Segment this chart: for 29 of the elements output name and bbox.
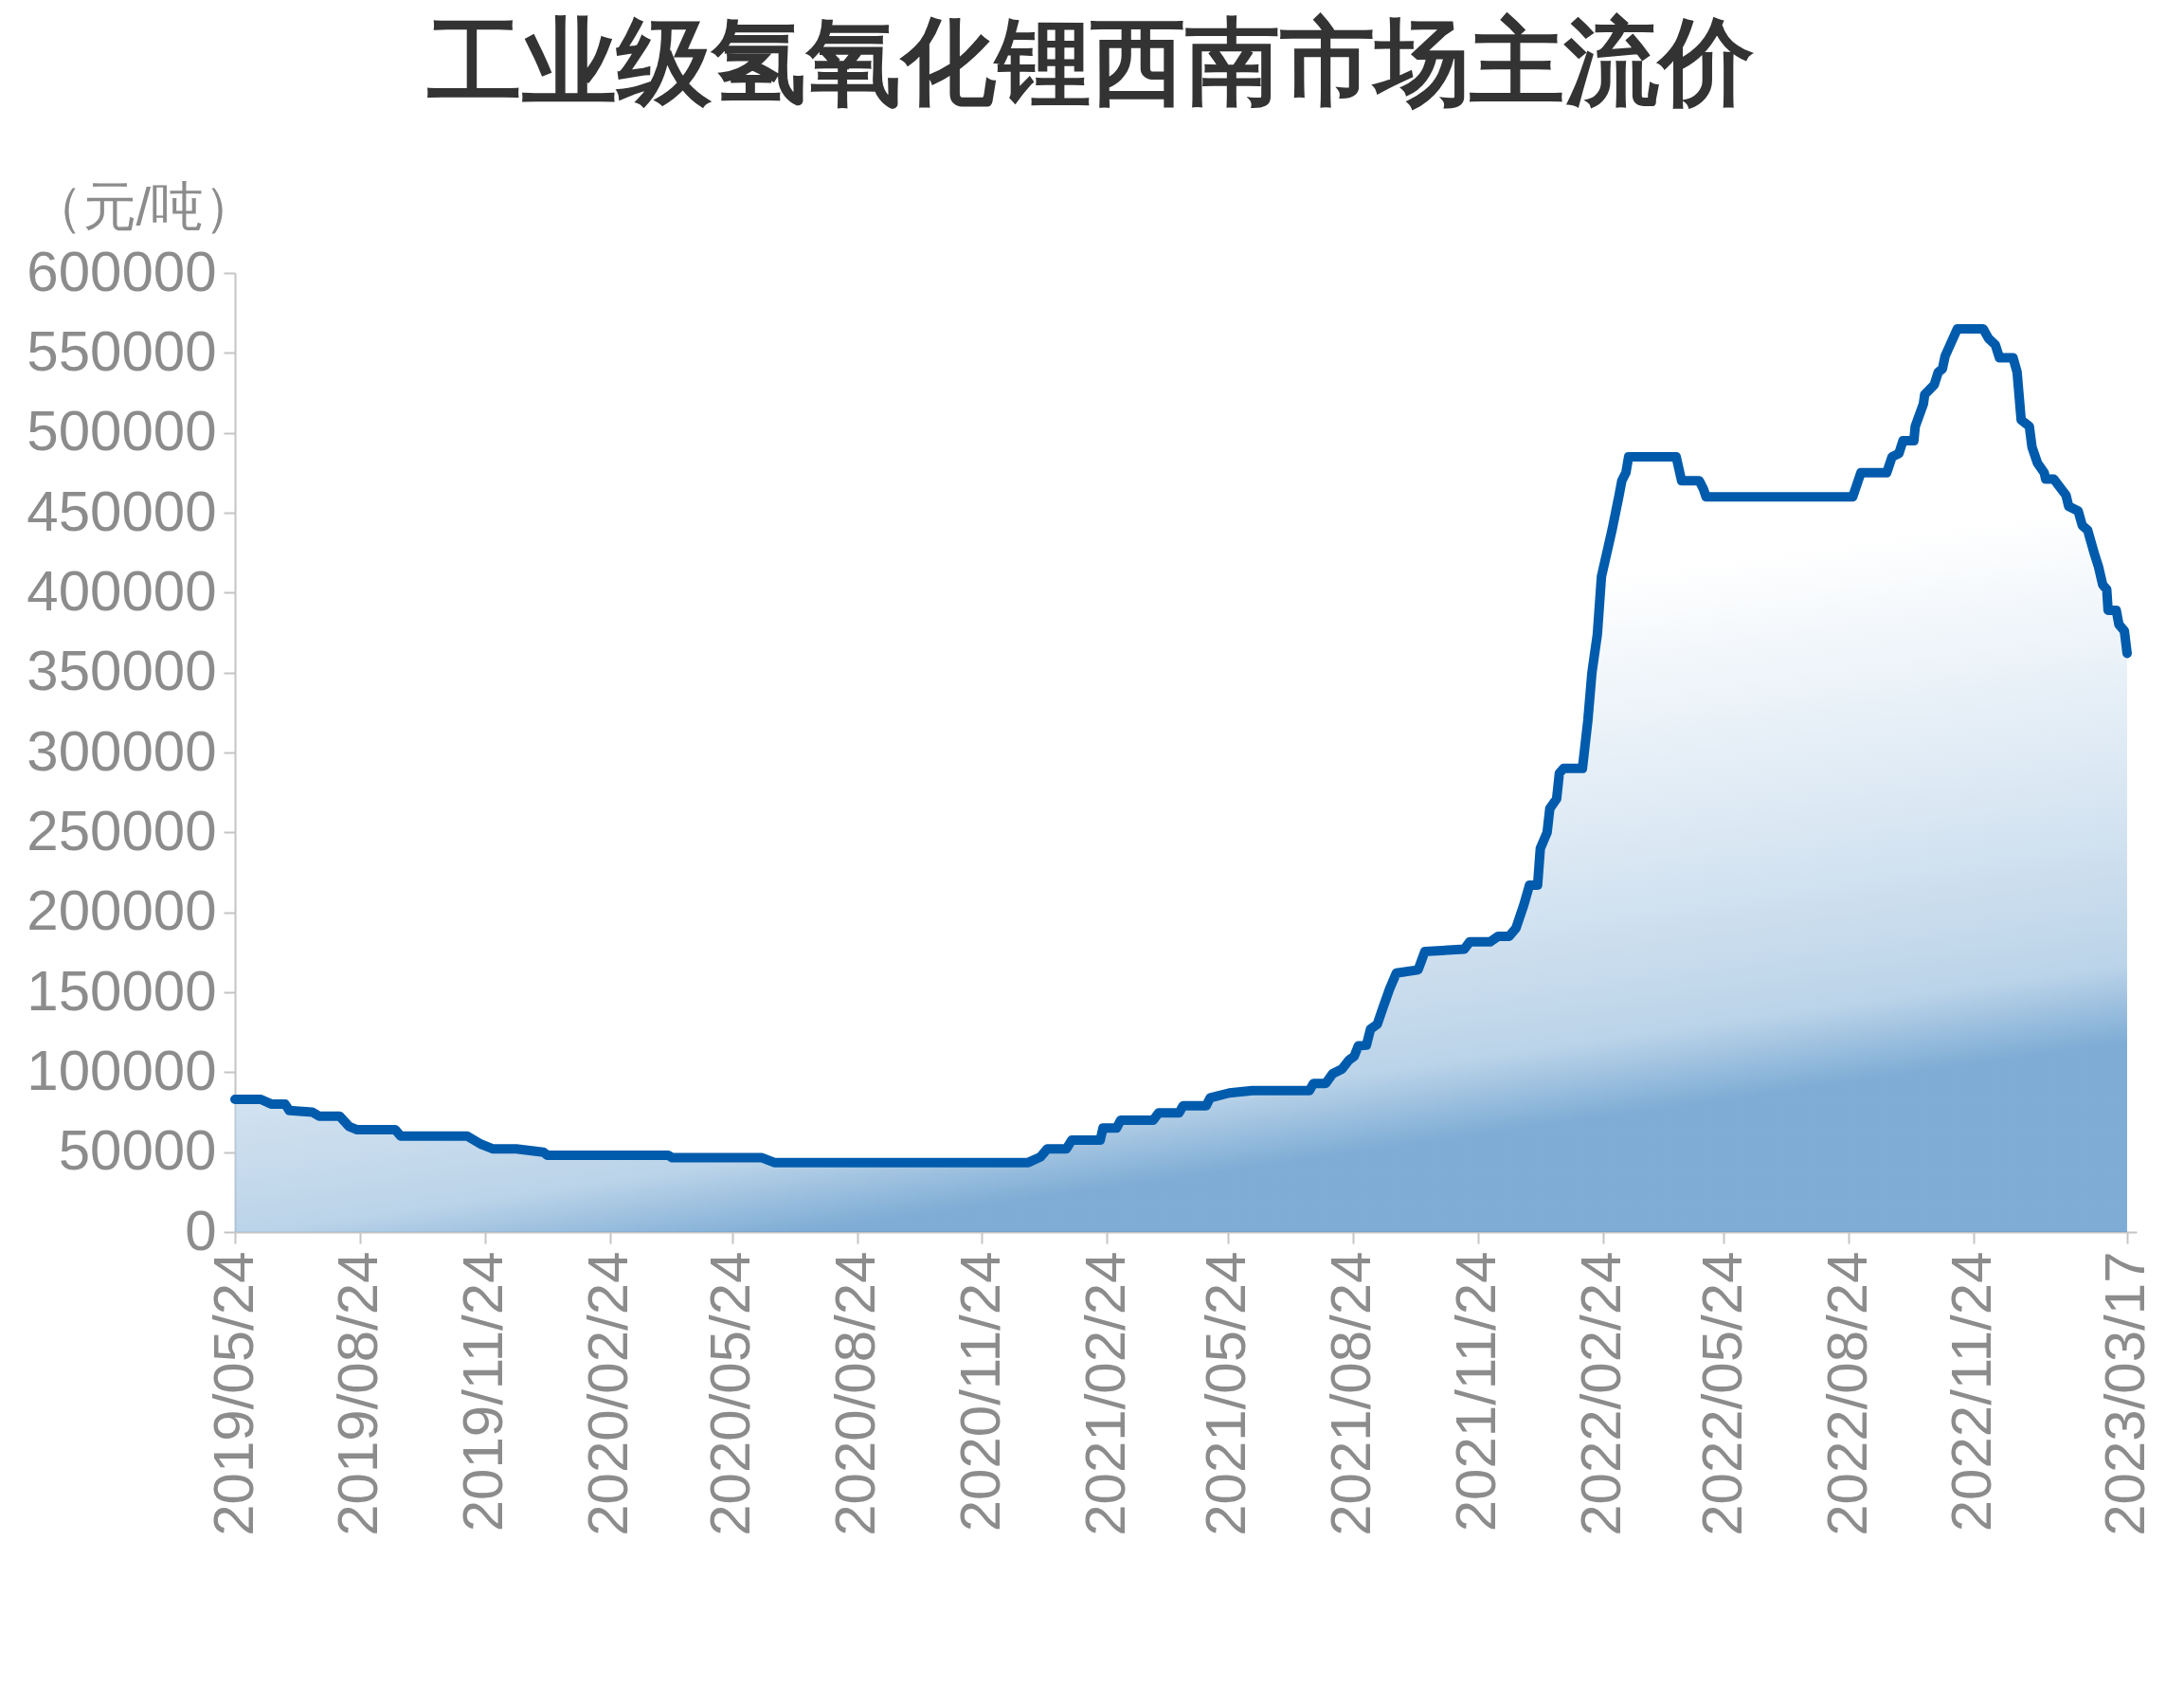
y-tick-label: 450000 [27,479,217,543]
x-tick-label: 2019/11/24 [451,1251,515,1532]
y-tick-label: 150000 [27,958,217,1023]
y-tick-label: 250000 [27,798,217,862]
x-tick-label: 2019/08/24 [326,1251,390,1536]
x-tick-label: 2023/03/17 [2093,1251,2157,1536]
x-tick-label: 2022/02/24 [1569,1251,1633,1536]
x-tick-label: 2022/05/24 [1689,1251,1754,1536]
x-tick-label: 2020/08/24 [823,1251,888,1536]
y-tick-label: 350000 [27,639,217,703]
x-tick-label: 2020/11/24 [948,1251,1012,1532]
y-tick-label: 200000 [27,879,217,943]
x-tick-label: 2020/05/24 [698,1251,763,1536]
x-tick-label: 2022/11/24 [1940,1251,2004,1532]
x-tick-label: 2021/08/24 [1319,1251,1383,1536]
x-tick-label: 2020/02/24 [576,1251,641,1536]
y-tick-label: 100000 [27,1038,217,1102]
y-tick-label: 550000 [27,318,217,383]
x-tick-label: 2021/05/24 [1194,1251,1258,1536]
x-tick-label: 2022/08/24 [1814,1251,1879,1536]
x-tick-label: 2021/02/24 [1073,1251,1137,1536]
y-tick-label: 300000 [27,718,217,783]
y-tick-label: 50000 [58,1118,217,1183]
chart-title: 工业级氢氧化锂西南市场主流价 [427,9,1755,115]
y-tick-label: 600000 [27,239,217,303]
y-axis-title: （元/吨） [29,175,258,236]
y-tick-label: 400000 [27,558,217,623]
x-tick-label: 2021/11/24 [1444,1251,1508,1532]
y-tick-label: 500000 [27,399,217,463]
